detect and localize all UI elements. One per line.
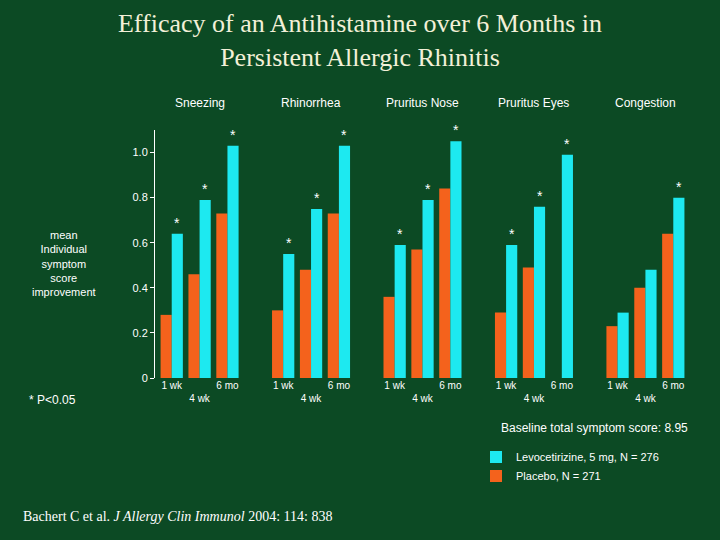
svg-text:Baseline total symptom score:: Baseline total symptom score: 8.95 [501, 421, 688, 435]
svg-text:*: * [564, 136, 570, 152]
svg-text:*: * [509, 226, 515, 242]
svg-text:6 mo: 6 mo [216, 380, 239, 391]
svg-text:* P<0.05: * P<0.05 [29, 393, 76, 407]
svg-text:Congestion: Congestion [615, 96, 676, 110]
svg-text:*: * [341, 127, 347, 143]
svg-text:6 mo: 6 mo [551, 380, 574, 391]
svg-text:1 wk: 1 wk [161, 380, 183, 391]
svg-text:0.6: 0.6 [133, 237, 148, 249]
svg-text:meanIndividualsymptomscoreimpr: meanIndividualsymptomscoreimprovement [32, 229, 96, 298]
svg-text:*: * [230, 127, 236, 143]
svg-text:0.8: 0.8 [133, 191, 148, 203]
svg-text:Efficacy of an Antihistamine o: Efficacy of an Antihistamine over 6 Mont… [118, 9, 602, 72]
svg-text:Placebo, N = 271: Placebo, N = 271 [516, 470, 601, 482]
svg-text:1 wk: 1 wk [607, 380, 629, 391]
svg-text:0.2: 0.2 [133, 327, 148, 339]
svg-text:*: * [314, 190, 320, 206]
svg-text:6 mo: 6 mo [439, 380, 462, 391]
svg-text:0: 0 [142, 372, 148, 384]
svg-text:*: * [453, 122, 459, 138]
svg-text:4 wk: 4 wk [635, 393, 657, 404]
svg-text:Pruritus Eyes: Pruritus Eyes [498, 96, 569, 110]
svg-text:*: * [537, 188, 543, 204]
svg-text:4 wk: 4 wk [189, 393, 211, 404]
svg-text:Sneezing: Sneezing [175, 96, 225, 110]
svg-text:1 wk: 1 wk [496, 380, 518, 391]
svg-text:4 wk: 4 wk [412, 393, 434, 404]
svg-text:Levocetirizine, 5 mg, N = 276: Levocetirizine, 5 mg, N = 276 [516, 451, 659, 463]
svg-text:1.0: 1.0 [133, 146, 148, 158]
svg-text:4 wk: 4 wk [301, 393, 323, 404]
svg-text:1 wk: 1 wk [273, 380, 295, 391]
svg-text:Bachert C et al. J Allergy Cli: Bachert C et al. J Allergy Clin Immunol … [23, 509, 332, 524]
svg-text:*: * [425, 181, 431, 197]
svg-text:0.4: 0.4 [133, 282, 148, 294]
svg-text:1 wk: 1 wk [384, 380, 406, 391]
svg-text:Rhinorrhea: Rhinorrhea [281, 96, 341, 110]
svg-text:6 mo: 6 mo [328, 380, 351, 391]
svg-text:Pruritus Nose: Pruritus Nose [386, 96, 459, 110]
svg-text:*: * [397, 226, 403, 242]
svg-text:*: * [286, 235, 292, 251]
svg-text:*: * [174, 215, 180, 231]
svg-text:*: * [676, 179, 682, 195]
svg-text:4 wk: 4 wk [524, 393, 546, 404]
svg-text:*: * [202, 181, 208, 197]
svg-text:6 mo: 6 mo [662, 380, 685, 391]
